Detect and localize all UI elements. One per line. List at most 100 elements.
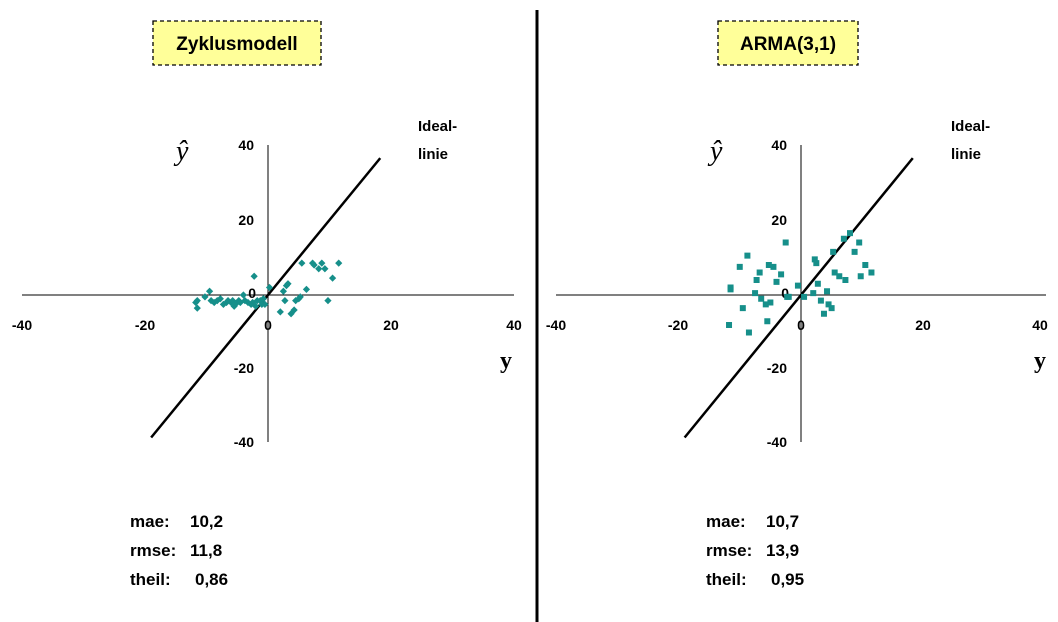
stat-label-mae: mae: [130, 512, 170, 531]
scatter-point [290, 306, 298, 314]
scatter-point [259, 295, 267, 303]
scatter-point [250, 272, 258, 280]
scatter-point [764, 318, 771, 325]
stat-value-theil: 0,86 [195, 570, 228, 589]
y-tick-label: -20 [767, 360, 787, 376]
x-axis-label: y [500, 348, 512, 374]
scatter-point [315, 265, 323, 273]
scatter-point [739, 305, 746, 312]
stat-value-mae: 10,7 [766, 512, 799, 531]
scatter-point [756, 269, 763, 276]
scatter-point [752, 290, 759, 297]
scatter-point [778, 271, 785, 278]
title-badge [717, 20, 859, 66]
stat-value-rmse: 11,8 [190, 541, 222, 560]
y-hat-axis-label: ŷ [173, 136, 189, 167]
scatter-point [335, 259, 343, 267]
scatter-point [310, 261, 318, 269]
scatter-point [758, 295, 765, 302]
scatter-point [782, 239, 789, 246]
scatter-point [851, 248, 858, 255]
scatter-point [744, 252, 751, 259]
scatter-point [785, 293, 792, 300]
scatter-point [856, 239, 863, 246]
stat-value-rmse: 13,9 [766, 541, 799, 560]
panel-arma: ARMA(3,1) -40 -20 0 20 40 40 20 0 -20 -4… [546, 20, 1048, 589]
scatter-point [745, 329, 752, 336]
data-points [726, 230, 875, 336]
y-hat-axis-label: ŷ [707, 136, 723, 167]
scatter-point [284, 280, 292, 288]
stat-label-rmse: rmse: [130, 541, 176, 560]
y-tick-label: -20 [234, 360, 254, 376]
scatter-point [324, 297, 332, 305]
scatter-point [857, 273, 864, 280]
scatter-point [298, 259, 306, 267]
scatter-point [727, 284, 734, 291]
scatter-point [773, 278, 780, 285]
x-tick-label: -20 [135, 317, 155, 333]
scatter-point [830, 248, 837, 255]
scatter-point [836, 273, 843, 280]
scatter-point [842, 277, 849, 283]
y-tick-label: 20 [238, 212, 254, 228]
stat-label-theil: theil: [130, 570, 171, 589]
scatter-point [762, 301, 769, 308]
scatter-point [868, 269, 875, 276]
scatter-point [279, 287, 287, 295]
scatter-point [736, 263, 743, 270]
scatter-point [801, 293, 808, 300]
y-tick-label: -40 [234, 434, 254, 450]
x-tick-label: 0 [797, 317, 805, 333]
stat-label-rmse: rmse: [706, 541, 752, 560]
stat-label-mae: mae: [706, 512, 746, 531]
scatter-point [767, 299, 774, 306]
panel-title: ARMA(3,1) [740, 34, 836, 55]
y-tick-label: 0 [248, 285, 256, 301]
y-tick-label: 40 [238, 137, 254, 153]
scatter-point [828, 305, 835, 312]
ideal-line-label: linie [951, 146, 981, 163]
scatter-point [216, 295, 224, 303]
x-tick-label: 40 [506, 317, 522, 333]
scatter-point [811, 256, 818, 263]
scatter-point [817, 297, 824, 304]
scatter-point [296, 293, 304, 301]
scatter-point [302, 285, 311, 293]
scatter-point [261, 300, 269, 308]
x-axis-label: y [1034, 348, 1046, 374]
x-tick-label: -20 [668, 317, 688, 333]
scatter-point [753, 277, 760, 283]
scatter-point [824, 288, 831, 295]
panel-title: Zyklusmodell [176, 34, 297, 55]
scatter-point [810, 290, 817, 297]
data-points [192, 259, 343, 318]
y-tick-label: 20 [771, 212, 787, 228]
panel-zyklusmodell: Zyklusmodell -40 -20 0 20 40 40 20 0 -20… [12, 20, 522, 589]
x-tick-label: 20 [383, 317, 399, 333]
scatter-point [265, 283, 274, 292]
scatter-point [820, 310, 827, 317]
x-tick-label: -40 [546, 317, 566, 333]
scatter-point [205, 287, 214, 295]
scatter-point [276, 308, 284, 316]
x-tick-label: -40 [12, 317, 32, 333]
ideal-line-label: Ideal- [951, 118, 990, 135]
scatter-point [814, 280, 821, 287]
scatter-point [328, 274, 337, 282]
y-tick-label: 40 [771, 137, 787, 153]
scatter-point [840, 235, 847, 242]
stat-label-theil: theil: [706, 570, 747, 589]
scatter-point [825, 301, 832, 308]
scatter-point [847, 230, 853, 237]
scatter-point [726, 322, 733, 328]
scatter-point [831, 269, 838, 276]
x-tick-label: 0 [264, 317, 272, 333]
ideal-line-label: Ideal- [418, 118, 457, 135]
scatter-point [252, 302, 260, 310]
scatter-point [862, 262, 869, 268]
ideal-line [683, 157, 914, 439]
scatter-point [239, 291, 247, 299]
scatter-point [765, 262, 772, 268]
